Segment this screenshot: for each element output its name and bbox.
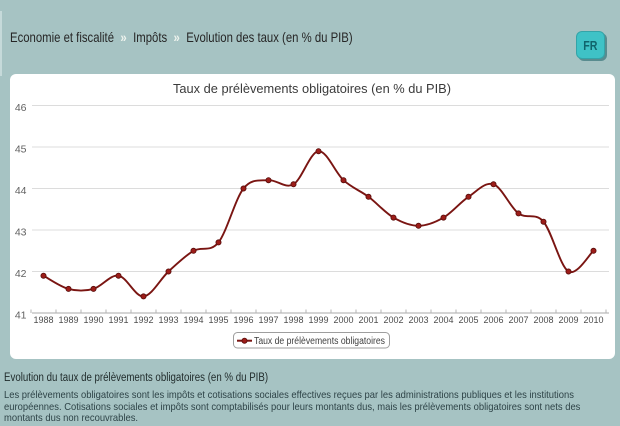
svg-text:42: 42 — [15, 268, 27, 280]
svg-text:2007: 2007 — [508, 315, 528, 325]
svg-text:1994: 1994 — [183, 315, 203, 325]
svg-text:46: 46 — [15, 102, 27, 114]
svg-text:1996: 1996 — [233, 315, 253, 325]
svg-text:1992: 1992 — [133, 315, 153, 325]
svg-text:2002: 2002 — [383, 315, 403, 325]
svg-text:1988: 1988 — [33, 315, 53, 325]
svg-text:1991: 1991 — [108, 315, 128, 325]
svg-text:2010: 2010 — [583, 315, 603, 325]
svg-text:41: 41 — [15, 310, 27, 322]
svg-text:43: 43 — [15, 227, 27, 239]
svg-text:Taux de prélèvements obligatoi: Taux de prélèvements obligatoires — [254, 336, 385, 347]
svg-text:2000: 2000 — [333, 315, 353, 325]
svg-text:1990: 1990 — [83, 315, 103, 325]
svg-text:2006: 2006 — [483, 315, 503, 325]
svg-text:Taux de prélèvements obligatoi: Taux de prélèvements obligatoires (en % … — [173, 81, 451, 96]
svg-text:1999: 1999 — [308, 315, 328, 325]
svg-text:1995: 1995 — [208, 315, 228, 325]
svg-text:1993: 1993 — [158, 315, 178, 325]
svg-text:2003: 2003 — [408, 315, 428, 325]
svg-text:44: 44 — [15, 185, 27, 197]
svg-text:1997: 1997 — [258, 315, 278, 325]
svg-text:2008: 2008 — [533, 315, 553, 325]
svg-text:1998: 1998 — [283, 315, 303, 325]
svg-text:45: 45 — [15, 144, 27, 156]
svg-text:2005: 2005 — [458, 315, 478, 325]
svg-text:2004: 2004 — [433, 315, 453, 325]
svg-text:1989: 1989 — [58, 315, 78, 325]
svg-text:2009: 2009 — [558, 315, 578, 325]
svg-text:2001: 2001 — [358, 315, 378, 325]
